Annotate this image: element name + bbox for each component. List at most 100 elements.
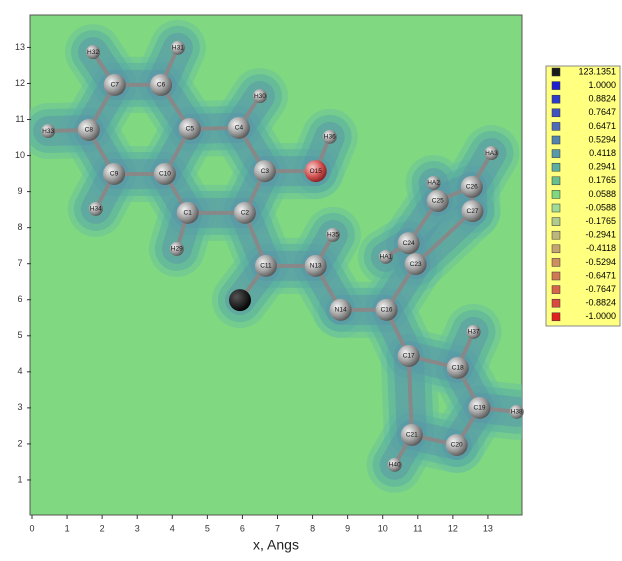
- atom-label: H34: [90, 206, 102, 213]
- y-tick-label: 5: [17, 330, 22, 340]
- atom-label: C8: [85, 127, 94, 134]
- chart: C7C6H32H31C8H33C5H30C4C9C10C3O15H36H34C1…: [0, 0, 622, 556]
- legend-swatch: [552, 177, 560, 185]
- y-tick-label: 2: [17, 438, 22, 448]
- atom-label: H30: [254, 93, 266, 100]
- legend-swatch: [552, 286, 560, 294]
- atom-label: C27: [467, 208, 479, 215]
- legend-label: 123.1351: [578, 66, 616, 76]
- x-tick-label: 9: [345, 523, 350, 533]
- legend-label: 0.0588: [588, 189, 616, 199]
- x-tick-label: 12: [448, 523, 458, 533]
- atom-label: C11: [260, 263, 272, 270]
- legend-swatch: [552, 258, 560, 266]
- atom-label: C20: [451, 442, 463, 449]
- atom-label: H29: [171, 246, 183, 253]
- x-tick-label: 10: [378, 523, 388, 533]
- legend-label: 0.4118: [589, 148, 616, 158]
- atom-label: H32: [87, 49, 99, 56]
- legend-swatch: [552, 122, 560, 130]
- legend-swatch: [552, 218, 560, 226]
- atom-label: C10: [159, 171, 171, 178]
- atom-label: H31: [172, 45, 184, 52]
- atom-label: C19: [474, 405, 486, 412]
- legend-label: -0.1765: [585, 216, 616, 226]
- legend-swatch: [552, 204, 560, 212]
- legend-swatch: [552, 82, 560, 90]
- x-tick-label: 1: [65, 523, 70, 533]
- x-tick-label: 11: [413, 523, 422, 533]
- atom: [229, 289, 251, 311]
- atom-label: C21: [406, 432, 418, 439]
- legend-swatch: [552, 299, 560, 307]
- legend-label: -1.0000: [585, 311, 616, 321]
- legend-swatch: [552, 231, 560, 239]
- legend-swatch: [552, 109, 560, 117]
- atom-label: N14: [335, 307, 347, 314]
- legend-label: 0.6471: [588, 121, 616, 131]
- legend-label: -0.6471: [585, 270, 616, 280]
- legend-swatch: [552, 272, 560, 280]
- legend-label: -0.0588: [585, 202, 616, 212]
- atom-label: H36: [324, 134, 336, 141]
- atom-label: C3: [261, 168, 270, 175]
- atom-label: H37: [468, 329, 480, 336]
- legend-swatch: [552, 313, 560, 321]
- legend-swatch: [552, 163, 560, 171]
- atom-label: C7: [111, 82, 120, 89]
- y-tick-label: 13: [15, 42, 25, 52]
- atom-label: H33: [42, 128, 54, 135]
- atom-label: H40: [389, 462, 401, 469]
- atom-label: H38: [511, 409, 523, 416]
- atom-label: C23: [410, 261, 422, 268]
- x-tick-label: 13: [483, 523, 493, 533]
- legend-label: -0.4118: [586, 243, 616, 253]
- y-tick-label: 12: [15, 78, 25, 88]
- atom-label: C17: [403, 353, 415, 360]
- atom-label: C6: [157, 82, 166, 89]
- atom-label: C18: [452, 365, 464, 372]
- atom-label: C26: [466, 184, 478, 191]
- y-tick-label: 1: [17, 474, 22, 484]
- y-tick-label: 6: [17, 294, 22, 304]
- atom-label: C5: [186, 126, 195, 133]
- atom-label: C1: [184, 210, 193, 217]
- atom-label: C24: [403, 240, 415, 247]
- atom-label: N13: [310, 263, 322, 270]
- legend-swatch: [552, 136, 560, 144]
- y-tick-label: 10: [15, 150, 25, 160]
- legend-label: 0.7647: [588, 107, 616, 117]
- x-tick-label: 0: [29, 523, 34, 533]
- legend-swatch: [552, 190, 560, 198]
- x-tick-label: 8: [310, 523, 315, 533]
- atom-label: HA1: [380, 254, 393, 261]
- legend-swatch: [552, 95, 560, 103]
- atom-label: H35: [327, 232, 339, 239]
- atom-label: C2: [241, 210, 250, 217]
- atom-label: C16: [381, 307, 393, 314]
- x-tick-label: 6: [240, 523, 245, 533]
- atom-label: O15: [310, 168, 323, 175]
- legend-label: -0.8824: [585, 298, 616, 308]
- y-tick-label: 11: [15, 114, 24, 124]
- y-tick-label: 8: [17, 222, 22, 232]
- legend-label: 0.5294: [588, 134, 616, 144]
- atom-label: C4: [235, 125, 244, 132]
- legend-label: -0.2941: [585, 230, 616, 240]
- y-tick-label: 3: [17, 402, 22, 412]
- x-tick-label: 3: [135, 523, 140, 533]
- x-tick-label: 5: [205, 523, 210, 533]
- atom-label: C25: [432, 198, 444, 205]
- legend-label: 1.0000: [588, 80, 616, 90]
- legend-label: 0.8824: [588, 94, 616, 104]
- legend-swatch: [552, 68, 560, 76]
- legend-label: 0.2941: [588, 162, 616, 172]
- y-tick-label: 4: [17, 366, 22, 376]
- x-axis-label: x, Angs: [253, 537, 299, 553]
- legend-swatch: [552, 150, 560, 158]
- y-tick-label: 9: [17, 186, 22, 196]
- legend-swatch: [552, 245, 560, 253]
- y-tick-label: 7: [17, 258, 22, 268]
- legend-label: 0.1765: [588, 175, 616, 185]
- atom-label: C9: [110, 171, 119, 178]
